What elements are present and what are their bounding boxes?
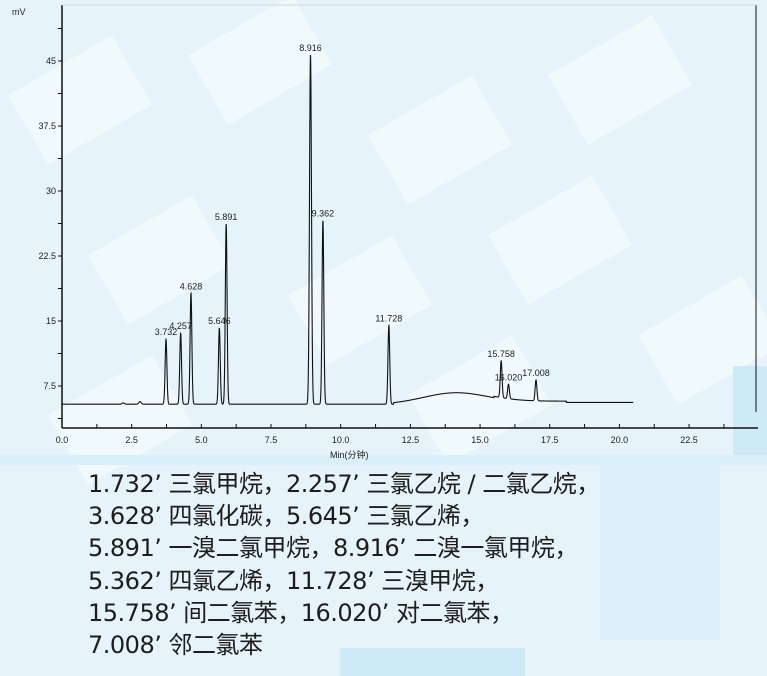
y-tick-label: 30: [46, 186, 56, 196]
legend-line: 5.891’ 一溴二氯甲烷，8.916’ 二溴一氯甲烷，: [88, 534, 578, 563]
x-tick-label: 17.5: [541, 435, 559, 445]
x-tick-label: 7.5: [265, 435, 278, 445]
y-tick-label: 37.5: [38, 121, 56, 131]
y-tick-label: 22.5: [38, 251, 56, 261]
y-tick-label: 45: [46, 56, 56, 66]
legend-line: 5.362’ 四氯乙烯，11.728’ 三溴甲烷，: [88, 566, 499, 595]
x-tick-label: 2.5: [125, 435, 138, 445]
peak-label: 15.758: [487, 349, 515, 359]
peak-label: 11.728: [375, 313, 402, 323]
y-tick-label: 15: [46, 316, 56, 326]
x-tick-label: 10.0: [332, 435, 350, 445]
chromatogram-chart: mV Min(分钟) 0.0 2.5 5.0 7.5 10.0 12.5 15.0 17.5 2…: [12, 4, 758, 460]
peak-label: 4.257: [169, 321, 192, 331]
chromatogram-trace: [62, 55, 634, 405]
peak-label: 17.008: [522, 368, 550, 378]
y-tick-label: 7.5: [43, 381, 56, 391]
x-tick-label: 15.0: [471, 435, 489, 445]
peak-label: 3.732: [155, 327, 178, 337]
x-tick-label: 20.0: [611, 435, 629, 445]
y-axis-label: mV: [12, 7, 26, 17]
legend-line: 7.008’ 邻二氯苯: [88, 631, 263, 660]
x-axis-label: Min(分钟): [330, 449, 369, 460]
peak-label: 9.362: [312, 208, 335, 218]
peak-legend: 1.732’ 三氯甲烷，2.257’ 三氯乙烷 / 二氯乙烷， 3.628’ 四…: [88, 468, 600, 661]
x-tick-label: 0.0: [56, 435, 69, 445]
peak-label: 5.891: [215, 212, 238, 222]
peak-label: 8.916: [299, 43, 322, 53]
x-tick-label: 22.5: [680, 435, 698, 445]
peak-label: 16.020: [495, 372, 523, 382]
peak-label: 5.646: [208, 316, 231, 326]
peak-label: 4.628: [180, 281, 203, 291]
x-tick-label: 12.5: [402, 435, 420, 445]
legend-line: 1.732’ 三氯甲烷，2.257’ 三氯乙烷 / 二氯乙烷，: [88, 470, 600, 498]
legend-line: 15.758’ 间二氯苯，16.020’ 对二氯苯，: [88, 598, 514, 627]
x-tick-label: 5.0: [195, 435, 208, 445]
legend-line: 3.628’ 四氯化碳，5.645’ 三氯乙烯，: [88, 502, 484, 531]
